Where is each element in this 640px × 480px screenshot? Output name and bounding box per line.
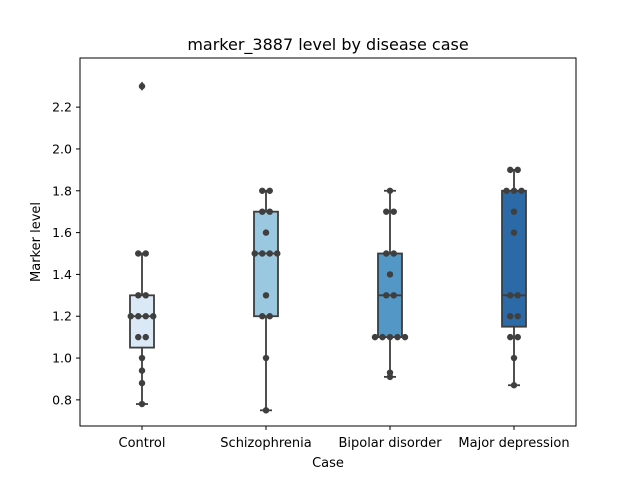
data-point	[138, 354, 146, 362]
data-point	[266, 208, 273, 215]
y-tick-label: 1.4	[52, 267, 72, 282]
data-point	[262, 229, 270, 236]
data-point	[138, 83, 146, 90]
x-axis-label: Case	[312, 456, 344, 471]
data-point	[514, 292, 521, 299]
box-group-schizophrenia	[253, 189, 279, 412]
data-point	[510, 229, 518, 236]
data-point	[266, 187, 273, 194]
plot-frame	[79, 57, 577, 427]
data-point	[262, 407, 270, 414]
data-point	[135, 250, 142, 257]
box-group-bipolar-disorder	[377, 189, 403, 378]
data-point	[386, 373, 394, 381]
data-point	[138, 379, 146, 387]
data-point	[135, 313, 142, 320]
y-tick-label: 1.0	[52, 351, 72, 366]
data-point	[142, 333, 149, 341]
data-point	[383, 250, 390, 257]
data-point	[510, 208, 518, 215]
data-point	[138, 367, 146, 374]
x-tick-label: Major depression	[458, 436, 569, 451]
data-point	[259, 313, 266, 320]
y-tick-label: 2.0	[52, 141, 72, 156]
data-point	[401, 333, 409, 341]
data-point	[371, 333, 379, 341]
x-tick-label: Control	[119, 436, 166, 451]
box	[129, 294, 155, 349]
data-point	[150, 313, 157, 320]
data-point	[507, 333, 514, 341]
data-point	[383, 292, 390, 299]
plot-area	[127, 81, 527, 414]
data-point	[386, 271, 394, 278]
data-point	[390, 250, 397, 257]
data-point	[386, 333, 394, 341]
data-point	[259, 250, 266, 257]
data-point	[259, 187, 266, 194]
data-point	[514, 166, 521, 174]
data-point	[510, 382, 518, 389]
x-tick-label: Bipolar disorder	[338, 436, 442, 451]
data-point	[503, 187, 510, 194]
data-point	[390, 292, 397, 299]
data-point	[259, 208, 266, 215]
data-point	[135, 333, 142, 341]
data-point	[386, 187, 394, 194]
data-point	[251, 250, 258, 257]
data-point	[507, 313, 514, 320]
data-point	[262, 354, 270, 362]
data-point	[383, 208, 390, 215]
data-point	[266, 250, 273, 257]
y-tick-label: 1.6	[52, 225, 72, 240]
y-tick-label: 0.8	[52, 392, 72, 407]
data-point	[507, 292, 514, 299]
data-point	[510, 187, 518, 194]
data-point	[274, 250, 281, 257]
y-tick-label: 1.2	[52, 309, 72, 324]
data-point	[507, 166, 514, 174]
data-point	[514, 313, 521, 320]
data-point	[394, 333, 401, 341]
y-tick-label: 1.8	[52, 183, 72, 198]
data-point	[135, 292, 142, 299]
box-group-major-depression	[501, 168, 527, 387]
data-point	[518, 187, 525, 194]
y-axis-label: Marker level	[29, 202, 44, 282]
chart-title: marker_3887 level by disease case	[187, 35, 468, 55]
data-point	[138, 400, 146, 408]
data-point	[514, 333, 521, 341]
data-point	[142, 292, 149, 299]
data-point	[510, 354, 518, 362]
box	[253, 210, 279, 318]
data-point	[390, 208, 397, 215]
data-point	[142, 313, 149, 320]
data-point	[142, 250, 149, 257]
data-point	[379, 333, 386, 341]
y-tick-label: 2.2	[52, 100, 72, 115]
x-tick-label: Schizophrenia	[220, 436, 311, 451]
data-point	[266, 313, 273, 320]
data-point	[127, 313, 134, 320]
data-point	[262, 292, 270, 299]
